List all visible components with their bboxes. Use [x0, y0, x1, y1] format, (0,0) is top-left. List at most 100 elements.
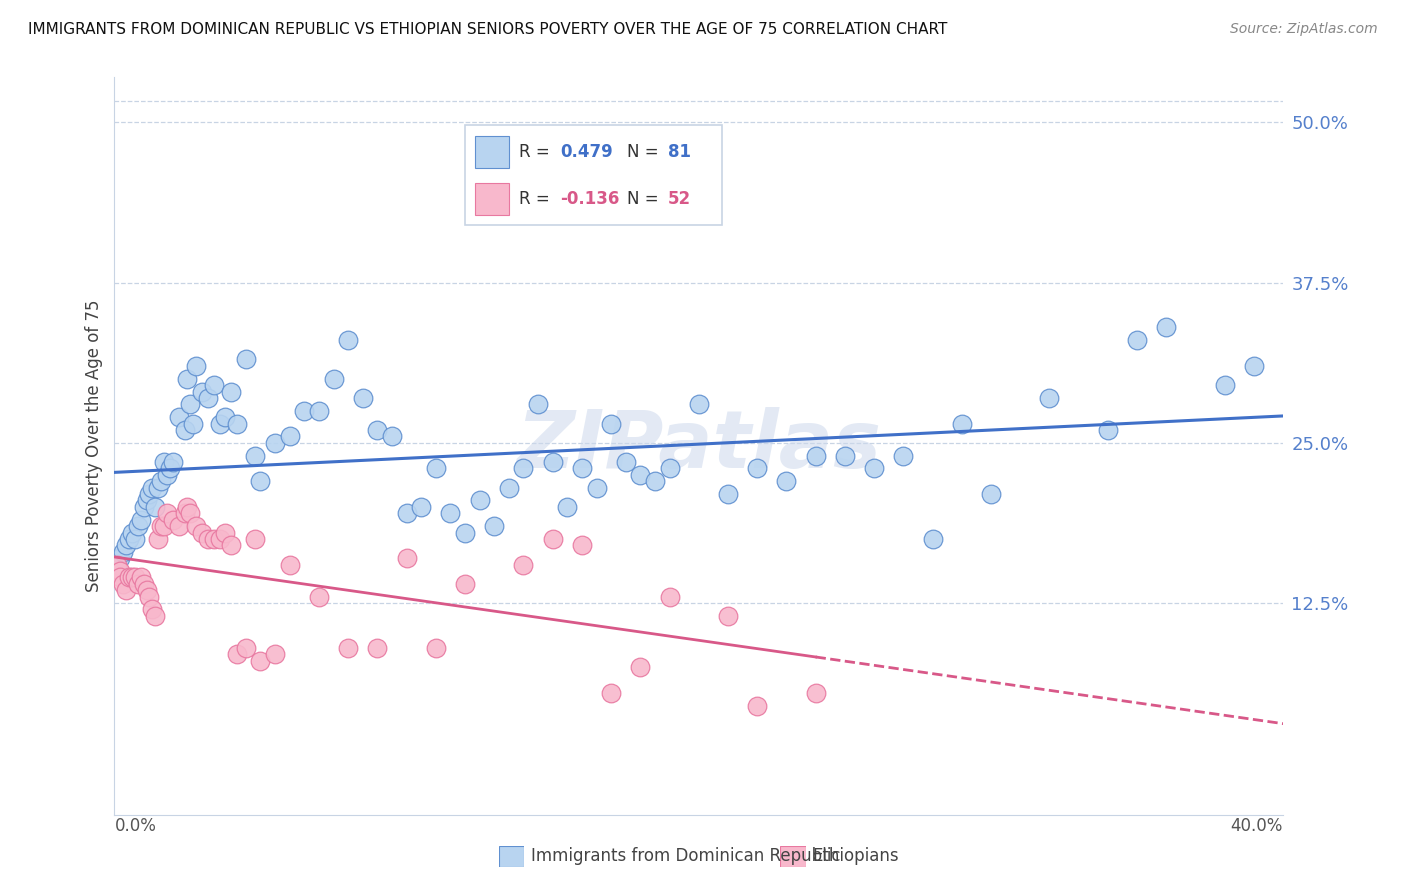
Point — [214, 525, 236, 540]
Point — [308, 403, 330, 417]
Point — [688, 397, 710, 411]
Point — [105, 558, 128, 572]
Text: 0.0%: 0.0% — [114, 817, 156, 835]
Point — [628, 467, 651, 482]
Point — [150, 475, 173, 489]
Point — [132, 500, 155, 514]
Point — [173, 506, 195, 520]
Point — [1213, 378, 1236, 392]
Point — [162, 455, 184, 469]
Point — [143, 608, 166, 623]
Point — [214, 410, 236, 425]
Point — [395, 506, 418, 520]
Point — [264, 435, 287, 450]
Point — [439, 506, 461, 520]
Point — [162, 513, 184, 527]
Text: R =: R = — [519, 190, 555, 208]
Point — [118, 532, 141, 546]
Point — [658, 590, 681, 604]
Point — [804, 686, 827, 700]
Point — [454, 525, 477, 540]
Point — [135, 493, 157, 508]
Text: 0.479: 0.479 — [560, 144, 613, 161]
Point — [156, 506, 179, 520]
Point — [1038, 391, 1060, 405]
Point — [644, 475, 666, 489]
Point — [118, 570, 141, 584]
Point — [243, 449, 266, 463]
Point — [179, 397, 201, 411]
Point — [127, 519, 149, 533]
Point — [366, 423, 388, 437]
Point — [717, 487, 740, 501]
Point — [891, 449, 914, 463]
Text: N =: N = — [627, 144, 664, 161]
Point — [527, 397, 550, 411]
Point — [600, 686, 623, 700]
Point — [541, 455, 564, 469]
Point — [381, 429, 404, 443]
Point — [156, 467, 179, 482]
Point — [112, 576, 135, 591]
Point — [980, 487, 1002, 501]
Point — [138, 590, 160, 604]
Text: IMMIGRANTS FROM DOMINICAN REPUBLIC VS ETHIOPIAN SENIORS POVERTY OVER THE AGE OF : IMMIGRANTS FROM DOMINICAN REPUBLIC VS ET… — [28, 22, 948, 37]
Point — [153, 455, 176, 469]
Point — [747, 698, 769, 713]
Point — [292, 403, 315, 417]
Point — [129, 570, 152, 584]
Point — [226, 648, 249, 662]
Point — [425, 461, 447, 475]
Point — [512, 461, 534, 475]
Point — [243, 532, 266, 546]
Text: 81: 81 — [668, 144, 692, 161]
Point — [484, 519, 506, 533]
FancyBboxPatch shape — [499, 846, 524, 867]
Point — [628, 660, 651, 674]
Point — [337, 640, 360, 655]
Point — [112, 545, 135, 559]
Point — [512, 558, 534, 572]
Point — [191, 384, 214, 399]
Point — [226, 417, 249, 431]
FancyBboxPatch shape — [465, 126, 723, 225]
Y-axis label: Seniors Poverty Over the Age of 75: Seniors Poverty Over the Age of 75 — [86, 300, 103, 592]
Point — [115, 538, 138, 552]
Point — [235, 352, 257, 367]
Point — [186, 359, 208, 373]
Point — [555, 500, 578, 514]
Point — [181, 417, 204, 431]
FancyBboxPatch shape — [475, 183, 509, 215]
Point — [148, 481, 170, 495]
Point — [135, 583, 157, 598]
Point — [121, 570, 143, 584]
Point — [141, 602, 163, 616]
Text: R =: R = — [519, 144, 555, 161]
Text: Immigrants from Dominican Republic: Immigrants from Dominican Republic — [531, 847, 841, 865]
Text: N =: N = — [627, 190, 664, 208]
Point — [1097, 423, 1119, 437]
Point — [176, 500, 198, 514]
Point — [141, 481, 163, 495]
Point — [150, 519, 173, 533]
Point — [1243, 359, 1265, 373]
Point — [308, 590, 330, 604]
Text: 52: 52 — [668, 190, 692, 208]
Point — [337, 333, 360, 347]
Point — [197, 391, 219, 405]
Point — [278, 558, 301, 572]
Point — [176, 372, 198, 386]
Point — [179, 506, 201, 520]
Point — [159, 461, 181, 475]
Point — [1154, 320, 1177, 334]
Point — [249, 654, 271, 668]
Point — [747, 461, 769, 475]
Point — [614, 455, 637, 469]
Point — [153, 519, 176, 533]
Point — [143, 500, 166, 514]
Point — [600, 417, 623, 431]
Point — [352, 391, 374, 405]
Point — [468, 493, 491, 508]
Text: Source: ZipAtlas.com: Source: ZipAtlas.com — [1230, 22, 1378, 37]
Text: 40.0%: 40.0% — [1230, 817, 1284, 835]
